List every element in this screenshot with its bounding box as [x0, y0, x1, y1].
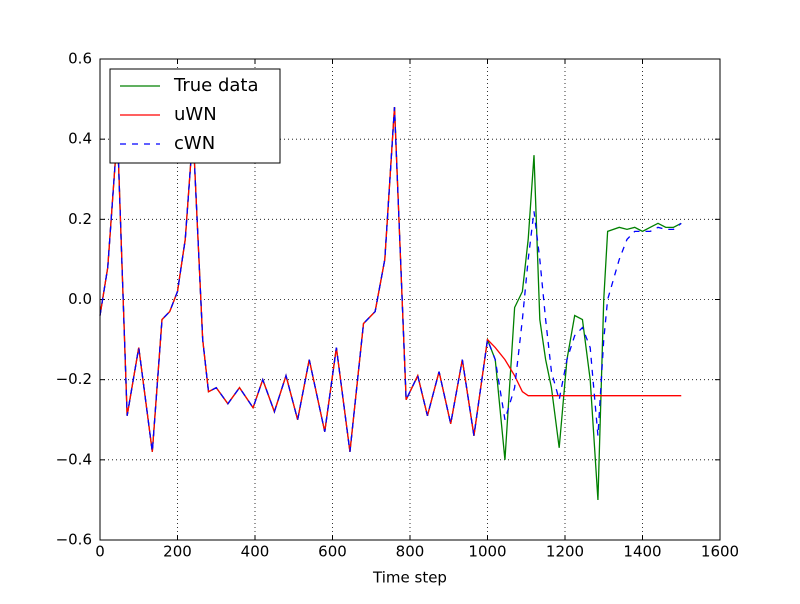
y-tick-label: 0.2	[68, 210, 92, 228]
x-tick-label: 1600	[701, 543, 739, 561]
y-tick-label: 0.6	[68, 50, 92, 68]
x-tick-label: 200	[163, 543, 192, 561]
line-series	[99, 107, 682, 452]
y-tick-label: 0.0	[68, 290, 92, 308]
legend-label: True data	[173, 75, 259, 96]
x-tick-label: 1200	[546, 543, 584, 561]
y-tick-label: −0.4	[56, 450, 92, 468]
x-tick-label: 800	[396, 543, 425, 561]
x-tick-label: 1000	[468, 543, 506, 561]
x-tick-label: 600	[318, 543, 347, 561]
legend-label: uWN	[174, 104, 217, 125]
legend-box	[109, 68, 281, 164]
x-tick-label: 400	[241, 543, 270, 561]
x-tick-label: 1400	[623, 543, 661, 561]
y-tick-label: 0.4	[68, 130, 92, 148]
plot-frame	[99, 58, 721, 541]
y-tick-label: −0.2	[56, 370, 92, 388]
x-axis-label: Time step	[372, 569, 447, 587]
y-tick-label: −0.6	[56, 531, 92, 549]
x-tick-label: 0	[95, 543, 105, 561]
legend-label: cWN	[174, 133, 215, 154]
